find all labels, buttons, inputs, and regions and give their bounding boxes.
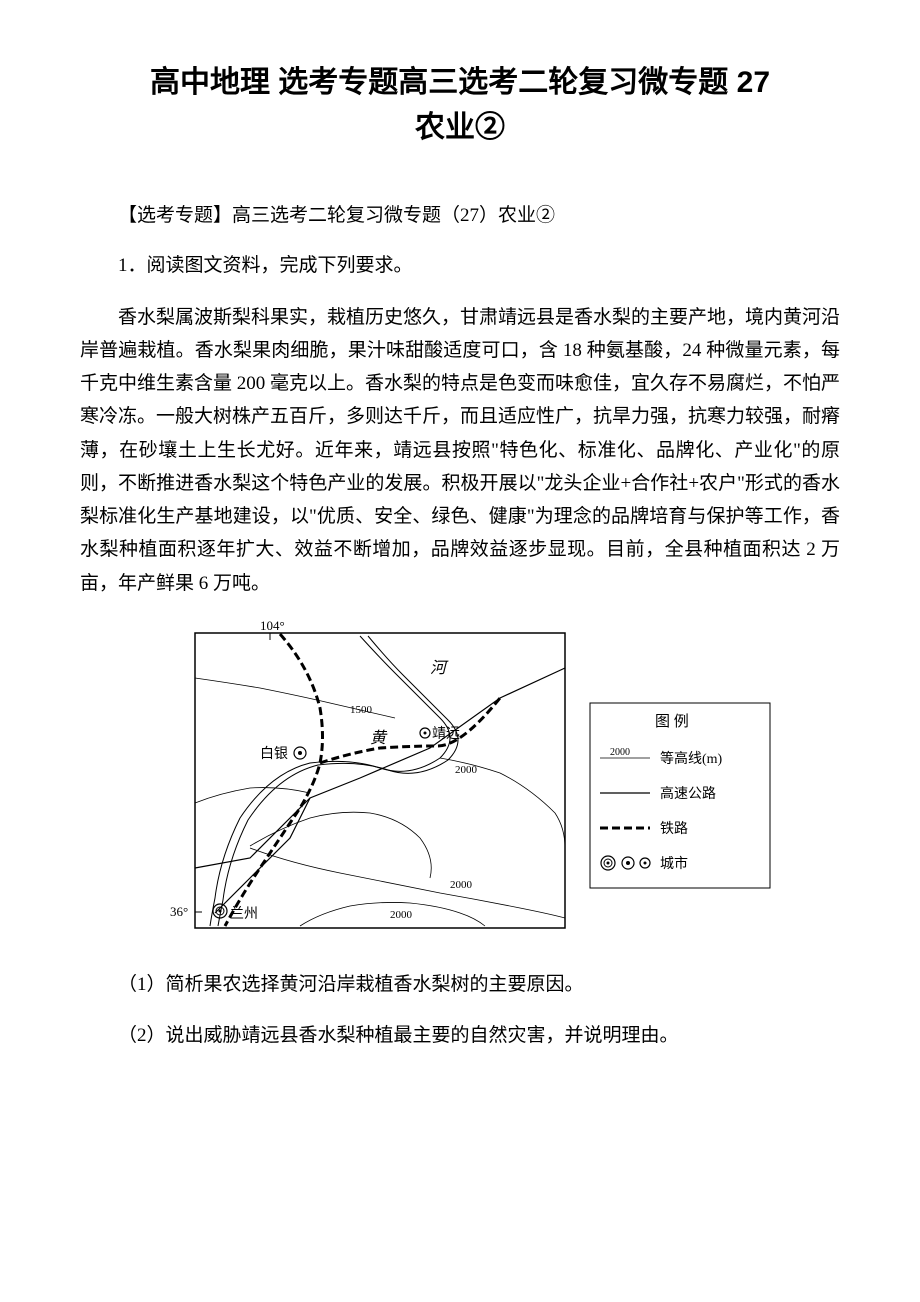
- legend-highway-label: 高速公路: [660, 785, 716, 802]
- contour-label-2000c: 2000: [450, 879, 473, 891]
- question-number: 1．阅读图文资料，完成下列要求。: [80, 250, 840, 282]
- railway-1: [225, 634, 323, 926]
- legend-city2-inner: [626, 861, 630, 865]
- title-line2: 农业②: [415, 111, 505, 144]
- legend-city3-inner: [644, 861, 647, 864]
- contour-3: [250, 848, 565, 918]
- city-jingyuan-inner: [424, 731, 427, 734]
- legend-city-inner1: [607, 861, 610, 864]
- city-label-lanzhou: 兰州: [230, 906, 258, 922]
- sub-question-1: （1）简析果农选择黄河沿岸栽植香水梨树的主要原因。: [80, 968, 840, 1001]
- legend-contour-sample: 2000: [610, 747, 630, 758]
- river-path-2: [218, 636, 458, 926]
- city-label-jingyuan: 靖远: [432, 726, 460, 742]
- legend-railway-label: 铁路: [660, 821, 688, 837]
- river-label-1: 黄: [370, 729, 388, 747]
- contour-label-1500: 1500: [350, 704, 373, 716]
- city-lanzhou-inner: [219, 909, 222, 912]
- contour-label-2000a: 2000: [455, 764, 478, 776]
- legend-contour-label: 等高线(m): [660, 750, 723, 767]
- legend-city-label: 城市: [660, 855, 688, 872]
- longitude-label: 104°: [260, 618, 285, 633]
- city-baiyin-inner: [298, 751, 302, 755]
- subtitle: 【选考专题】高三选考二轮复习微专题（27）农业②: [80, 200, 840, 232]
- map-figure: 104° 36° 黄 河 1500 2000 2000 2000: [160, 618, 780, 948]
- contour-label-2000b: 2000: [390, 909, 413, 921]
- contour-3b: [250, 812, 431, 878]
- sub-question-2: （2）说出威胁靖远县香水梨种植最主要的自然灾害，并说明理由。: [80, 1019, 840, 1052]
- map-svg: 104° 36° 黄 河 1500 2000 2000 2000: [160, 618, 780, 948]
- latitude-label: 36°: [170, 904, 188, 919]
- document-title: 高中地理 选考专题高三选考二轮复习微专题 27 农业②: [80, 60, 840, 150]
- title-line1: 高中地理 选考专题高三选考二轮复习微专题 27: [150, 66, 770, 99]
- city-label-baiyin: 白银: [260, 746, 288, 762]
- river-label-2: 河: [430, 659, 449, 677]
- railway-2: [320, 698, 500, 763]
- passage-text: 香水梨属波斯梨科果实，栽植历史悠久，甘肃靖远县是香水梨的主要产地，境内黄河沿岸普…: [80, 301, 840, 600]
- legend-title: 图 例: [655, 713, 689, 730]
